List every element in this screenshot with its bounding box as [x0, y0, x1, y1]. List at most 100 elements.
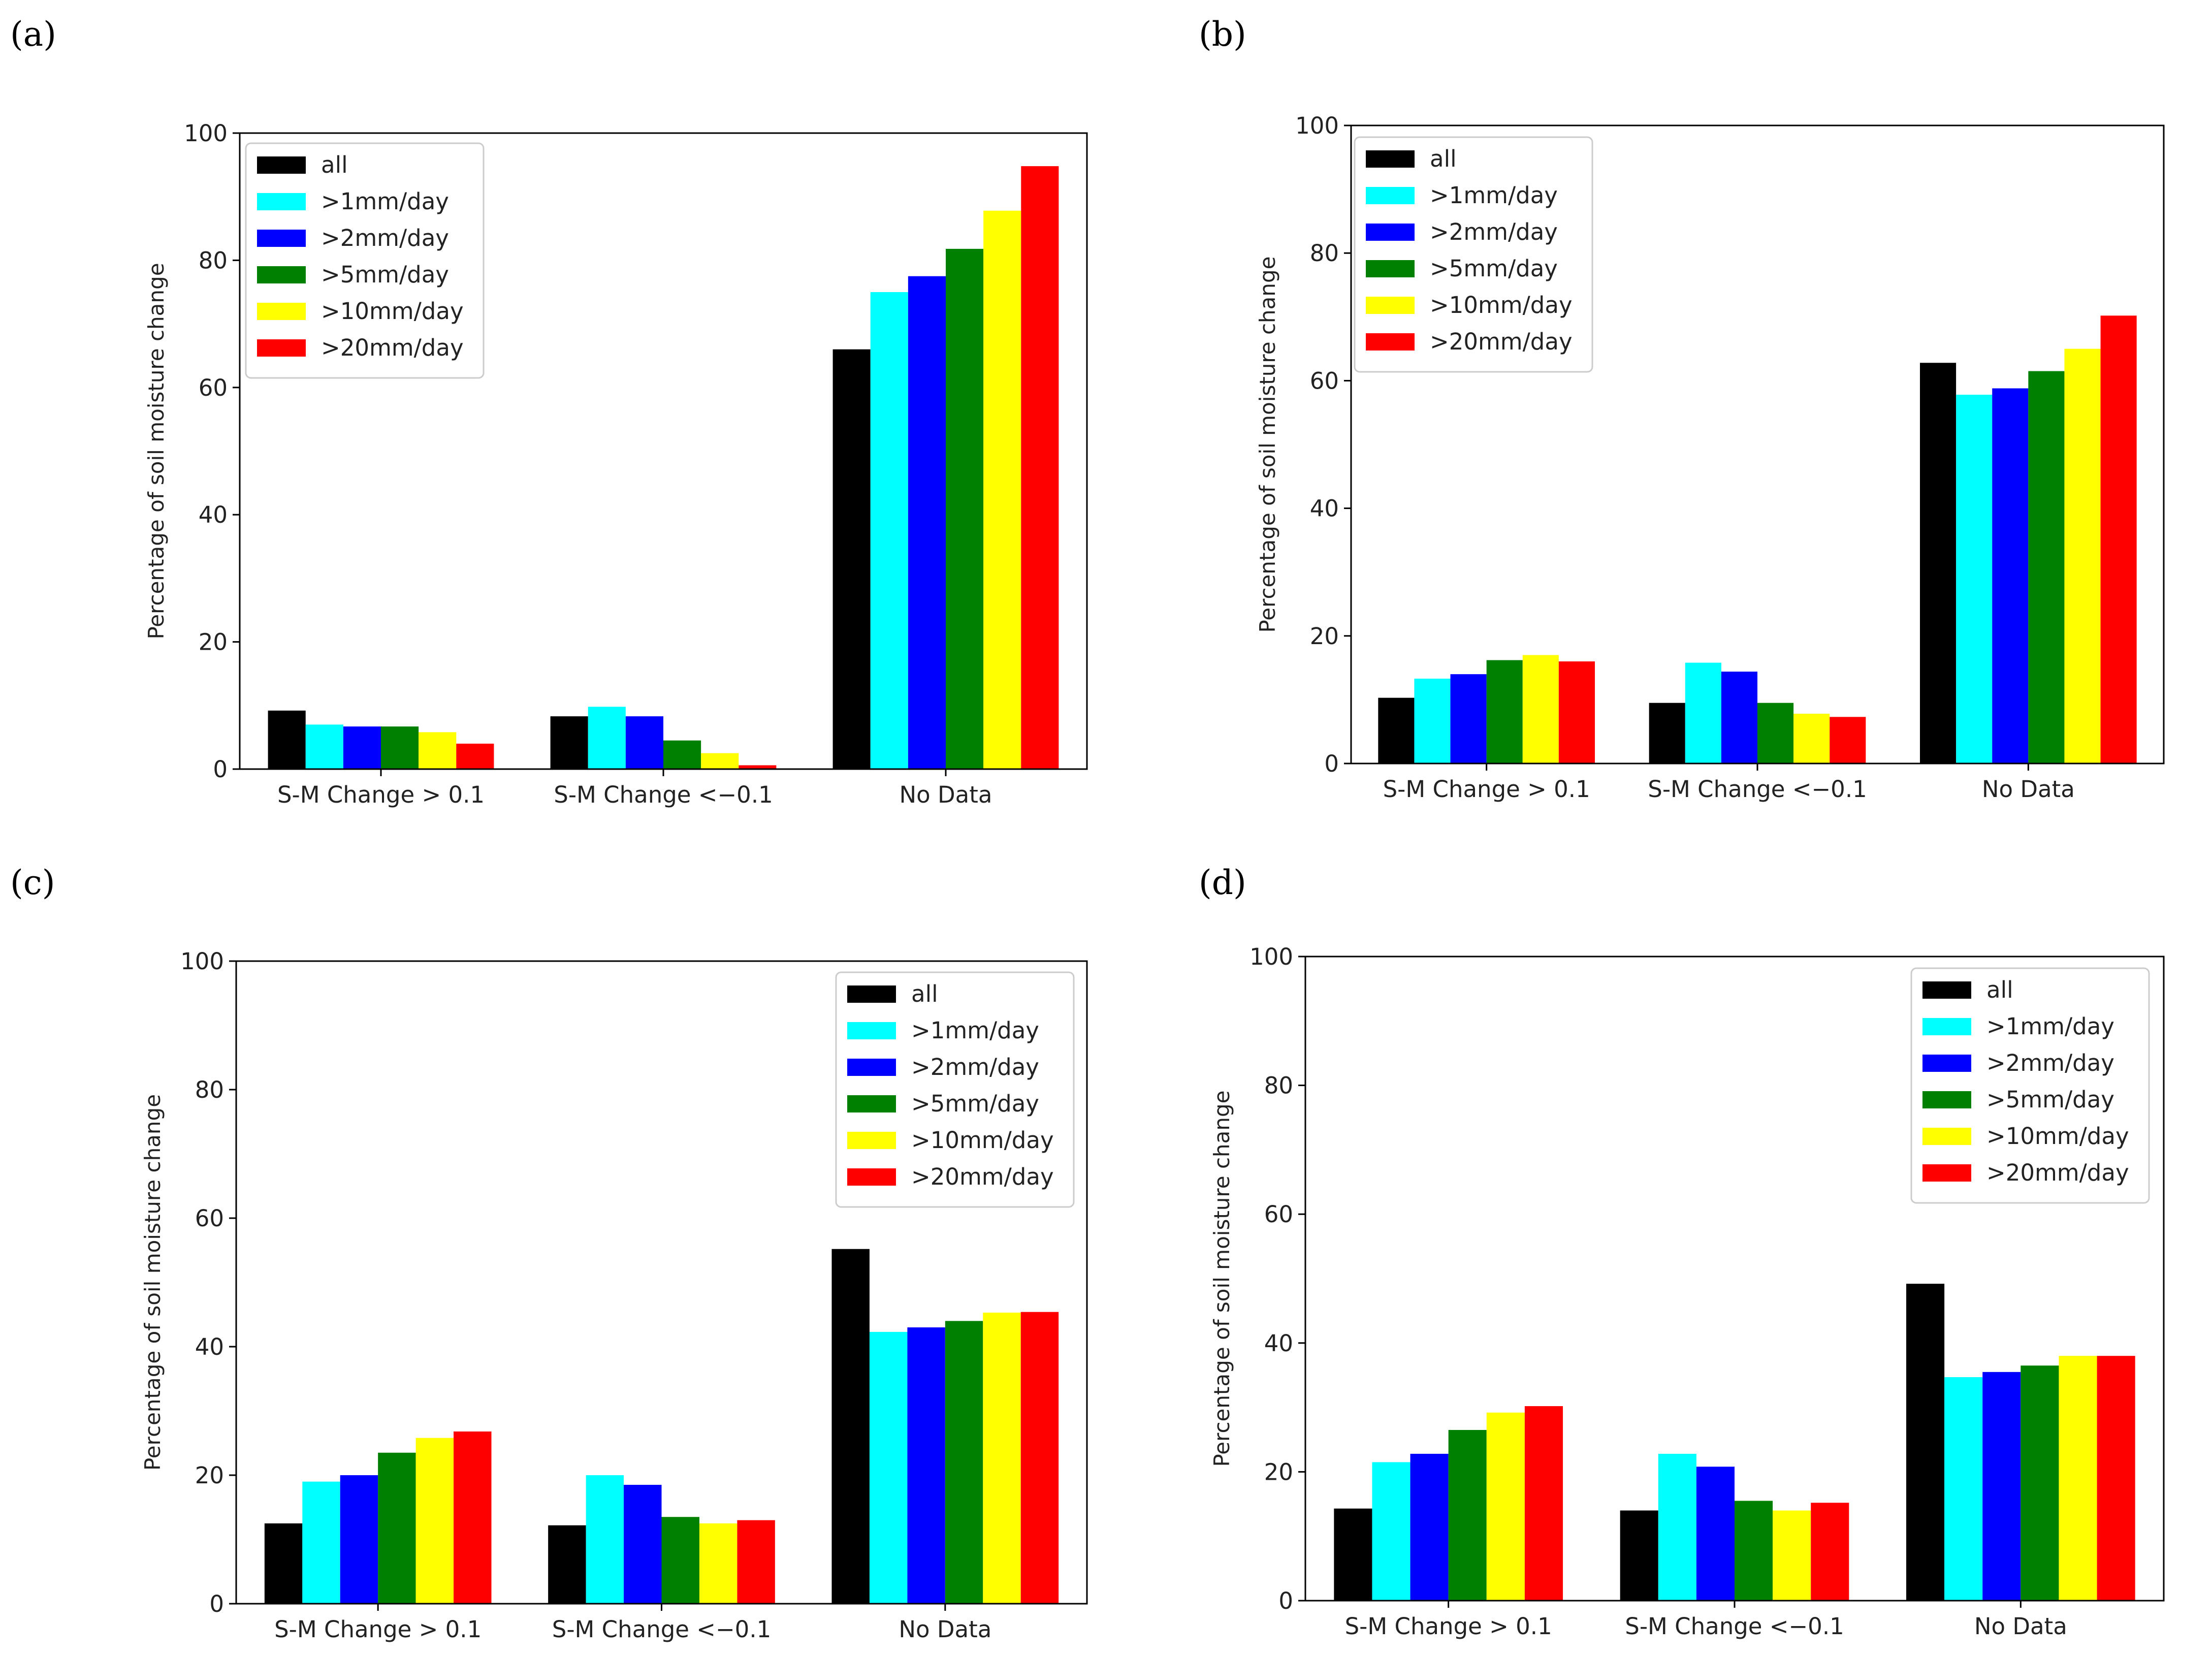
bar	[454, 1431, 492, 1604]
legend-label: >2mm/day	[911, 1054, 1039, 1080]
bar	[1372, 1462, 1410, 1601]
bar	[945, 1321, 983, 1604]
plot-frame	[239, 132, 1088, 770]
legend-swatch	[1922, 981, 1971, 999]
legend-swatch	[257, 230, 306, 247]
bar	[1793, 714, 1830, 764]
bar	[701, 753, 739, 769]
legend-swatch	[847, 1132, 896, 1149]
y-tick-label: 60	[195, 1205, 224, 1232]
y-tick-label: 40	[1264, 1330, 1293, 1357]
legend-label: >1mm/day	[321, 188, 449, 215]
legend-label: >1mm/day	[911, 1017, 1039, 1044]
bar	[1956, 395, 1993, 764]
legend-label: >5mm/day	[1430, 255, 1558, 282]
legend-swatch	[1922, 1164, 1971, 1182]
panel-label-d: (d)	[1199, 863, 1246, 902]
plot-frame	[1304, 956, 2165, 1602]
y-tick-label: 20	[1264, 1458, 1293, 1485]
bar	[548, 1525, 586, 1604]
y-tick-label: 80	[199, 247, 228, 274]
y-tick-label: 80	[195, 1076, 224, 1103]
y-tick-label: 20	[199, 629, 228, 656]
bar	[739, 765, 777, 769]
legend-label: all	[1430, 145, 1457, 172]
y-tick-label: 100	[1295, 112, 1339, 139]
legend-swatch	[257, 193, 306, 210]
legend-label: >5mm/day	[1986, 1086, 2114, 1113]
bar	[1982, 1372, 2021, 1601]
plot-frame	[235, 960, 1088, 1605]
bar	[908, 276, 946, 769]
panel-c: (c) 0 20 40 60 80 100 Percentage of soil moist…	[10, 863, 1088, 1643]
bar	[588, 707, 626, 769]
bar	[340, 1475, 378, 1604]
bar	[1020, 1312, 1059, 1604]
plot-frame	[1350, 124, 2165, 765]
category-label: S-M Change <−0.1	[1625, 1613, 1844, 1640]
legend-swatch	[1366, 150, 1415, 168]
panel-label-b: (b)	[1199, 15, 1246, 54]
bar	[1486, 1412, 1525, 1601]
legend-label: >10mm/day	[1430, 292, 1573, 319]
legend-label: >5mm/day	[911, 1090, 1039, 1117]
bar	[2064, 348, 2101, 764]
bar	[2097, 1356, 2135, 1601]
bar	[983, 1312, 1021, 1604]
y-axis-label: Percentage of soil moisture change	[144, 263, 169, 639]
bar	[1696, 1467, 1735, 1601]
bar	[1486, 660, 1523, 764]
legend-swatch	[257, 156, 306, 174]
legend-label: >5mm/day	[321, 261, 449, 288]
bar	[1620, 1510, 1658, 1601]
bar	[1721, 672, 1757, 764]
bar	[415, 1438, 454, 1604]
bar	[1757, 703, 1794, 764]
legend-swatch	[1922, 1091, 1971, 1108]
y-axis-label: Percentage of soil moisture change	[140, 1094, 165, 1471]
y-tick-label: 100	[1249, 943, 1293, 970]
legend-label: >20mm/day	[321, 334, 464, 361]
bar	[907, 1327, 945, 1604]
bar	[624, 1484, 662, 1604]
bar	[1773, 1510, 1811, 1601]
bar	[2059, 1356, 2097, 1601]
legend-swatch	[1366, 224, 1415, 241]
legend-swatch	[1922, 1128, 1971, 1145]
bar	[1414, 678, 1451, 764]
legend-label: all	[911, 980, 938, 1007]
panel-label-c: (c)	[10, 863, 55, 902]
bar	[946, 248, 984, 769]
bar	[268, 710, 306, 769]
panel-a: (a) 0 20 40 60 80 100 Percentage of soil moist…	[10, 15, 1088, 808]
legend-swatch	[847, 1022, 896, 1039]
legend-swatch	[257, 266, 306, 283]
legend-swatch	[847, 1095, 896, 1112]
bar	[1021, 166, 1059, 769]
legend-label: >20mm/day	[1986, 1159, 2129, 1186]
bar	[343, 726, 381, 769]
bar	[870, 292, 908, 769]
bar	[1735, 1501, 1773, 1601]
category-label: S-M Change > 0.1	[274, 1616, 482, 1643]
y-tick-label: 0	[209, 1591, 224, 1617]
chart-a: 0 20 40 60 80 100 Percentage of soil moisture …	[144, 120, 1088, 808]
legend-swatch	[847, 1168, 896, 1186]
y-axis-label: Percentage of soil moisture change	[1209, 1090, 1234, 1467]
category-label: No Data	[1974, 1613, 2067, 1640]
bar	[1524, 1406, 1563, 1601]
bar	[1649, 703, 1685, 764]
bar	[1944, 1377, 1983, 1601]
y-tick-label: 100	[184, 120, 228, 147]
bar	[869, 1331, 908, 1604]
y-tick-label: 80	[1310, 240, 1339, 267]
bar	[2100, 315, 2137, 764]
category-label: No Data	[899, 1616, 991, 1643]
legend-label: >20mm/day	[1430, 328, 1573, 355]
legend-label: all	[321, 151, 348, 178]
legend: all >1mm/day >2mm/day >5mm/day >10mm/day >20m…	[245, 142, 485, 379]
category-label: No Data	[900, 781, 992, 808]
category-label: No Data	[1982, 776, 2075, 803]
chart-b: 0 20 40 60 80 100 Percentage of soil moisture …	[1255, 112, 2165, 803]
